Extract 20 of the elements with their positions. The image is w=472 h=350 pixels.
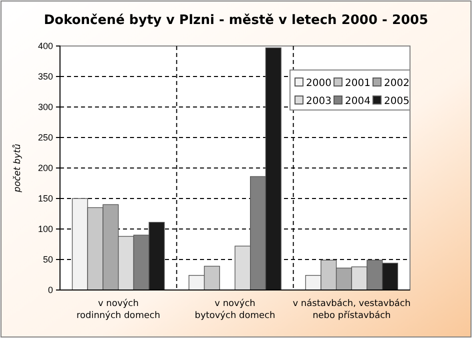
legend-label: 2001 <box>345 78 370 89</box>
legend-label: 2005 <box>384 96 410 107</box>
y-tick-label: 150 <box>38 193 53 204</box>
y-tick-label: 0 <box>48 284 53 295</box>
y-tick-label: 300 <box>38 102 53 112</box>
legend-label: 2000 <box>306 78 332 89</box>
y-tick-label: 400 <box>38 40 53 51</box>
legend-label: 2004 <box>345 96 370 107</box>
y-tick-label: 100 <box>38 224 53 234</box>
y-axis-title: počet bytů <box>12 144 23 194</box>
y-tick-label: 350 <box>38 71 53 82</box>
legend-label: 2003 <box>306 96 332 107</box>
x-tick-label: v nových bytových domech <box>194 298 276 321</box>
y-tick-label: 250 <box>38 132 53 142</box>
x-tick-label: v nástavbách, vestavbách nebo přístavbách <box>292 298 411 321</box>
x-tick-label: v nových rodinných domech <box>76 298 160 321</box>
y-tick-label: 200 <box>38 162 53 173</box>
legend-label: 2002 <box>384 78 410 89</box>
chart-title: Dokončené byty v Plzni - městě v letech 2000 - 2005 <box>44 13 428 28</box>
y-tick-label: 50 <box>42 254 53 264</box>
